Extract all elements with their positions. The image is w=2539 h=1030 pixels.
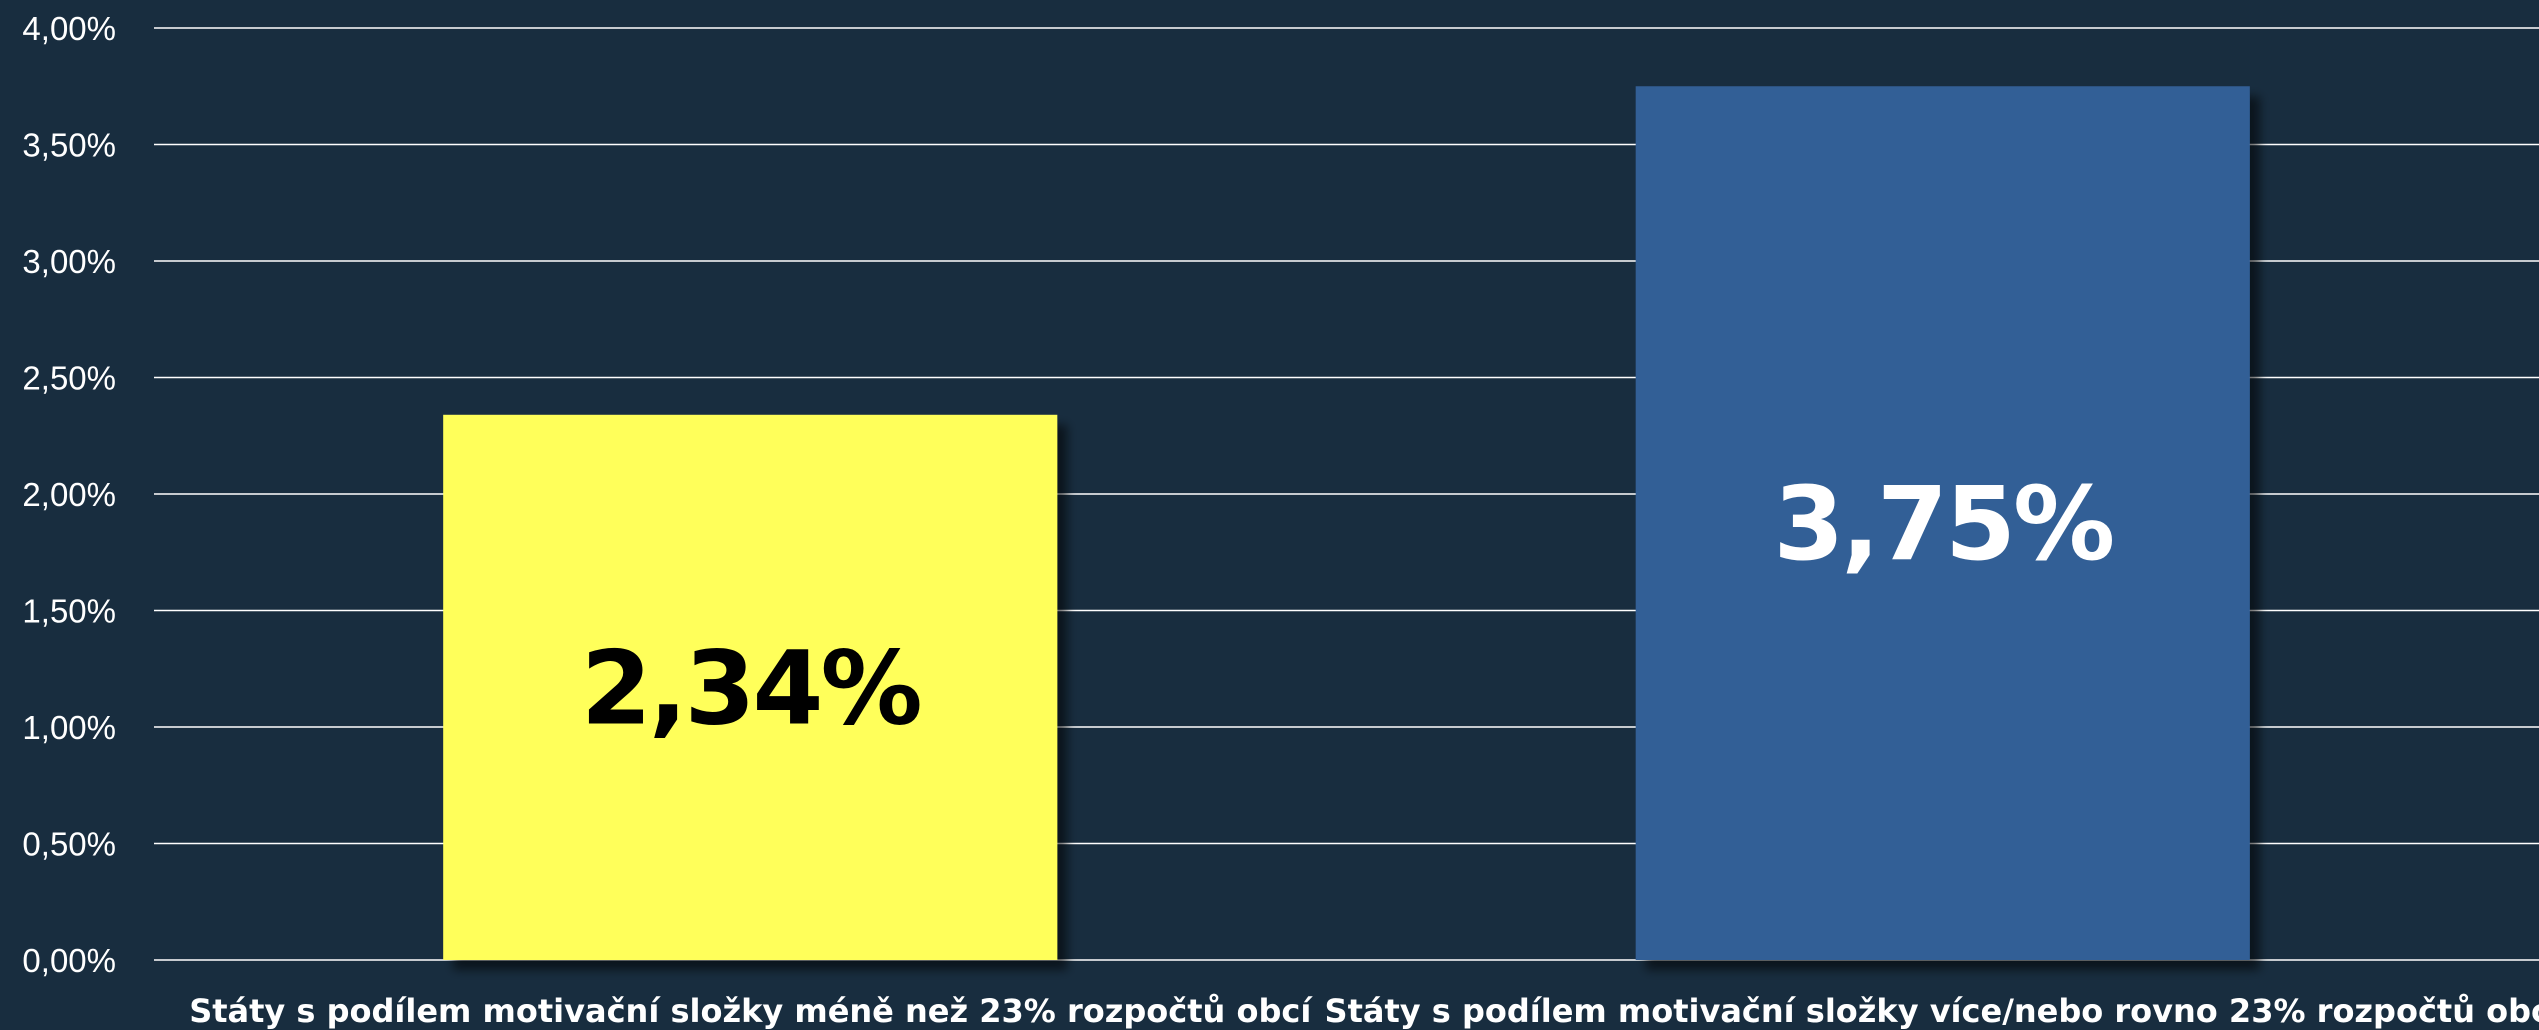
y-tick-label: 2,50% <box>22 360 116 397</box>
y-tick-label: 3,00% <box>22 243 116 280</box>
y-tick-label: 1,00% <box>22 709 116 746</box>
bar <box>443 414 1058 960</box>
x-category-label: Státy s podílem motivační složky méně ne… <box>189 992 1313 1030</box>
y-axis-tick-labels: 0,00% 0,50% 1,00% 1,50% 2,00% 2,50% 3,00% 3,50%… <box>22 10 116 979</box>
y-tick-label: 2,00% <box>22 476 116 513</box>
y-tick-label: 0,50% <box>22 826 116 863</box>
bar-series <box>443 86 2250 960</box>
data-labels: 2,34% 3,75% <box>581 465 2115 748</box>
y-tick-label: 0,00% <box>22 942 116 979</box>
x-axis-category-labels: Státy s podílem motivační složky méně ne… <box>189 992 2539 1030</box>
y-tick-label: 3,50% <box>22 127 116 164</box>
bar <box>1635 86 2250 960</box>
bar-value-label: 2,34% <box>581 629 920 748</box>
x-category-label: Státy s podílem motivační složky více/ne… <box>1325 992 2539 1030</box>
y-tick-label: 1,50% <box>22 593 116 630</box>
bar-value-label: 3,75% <box>1773 465 2112 584</box>
y-tick-label: 4,00% <box>22 10 116 47</box>
